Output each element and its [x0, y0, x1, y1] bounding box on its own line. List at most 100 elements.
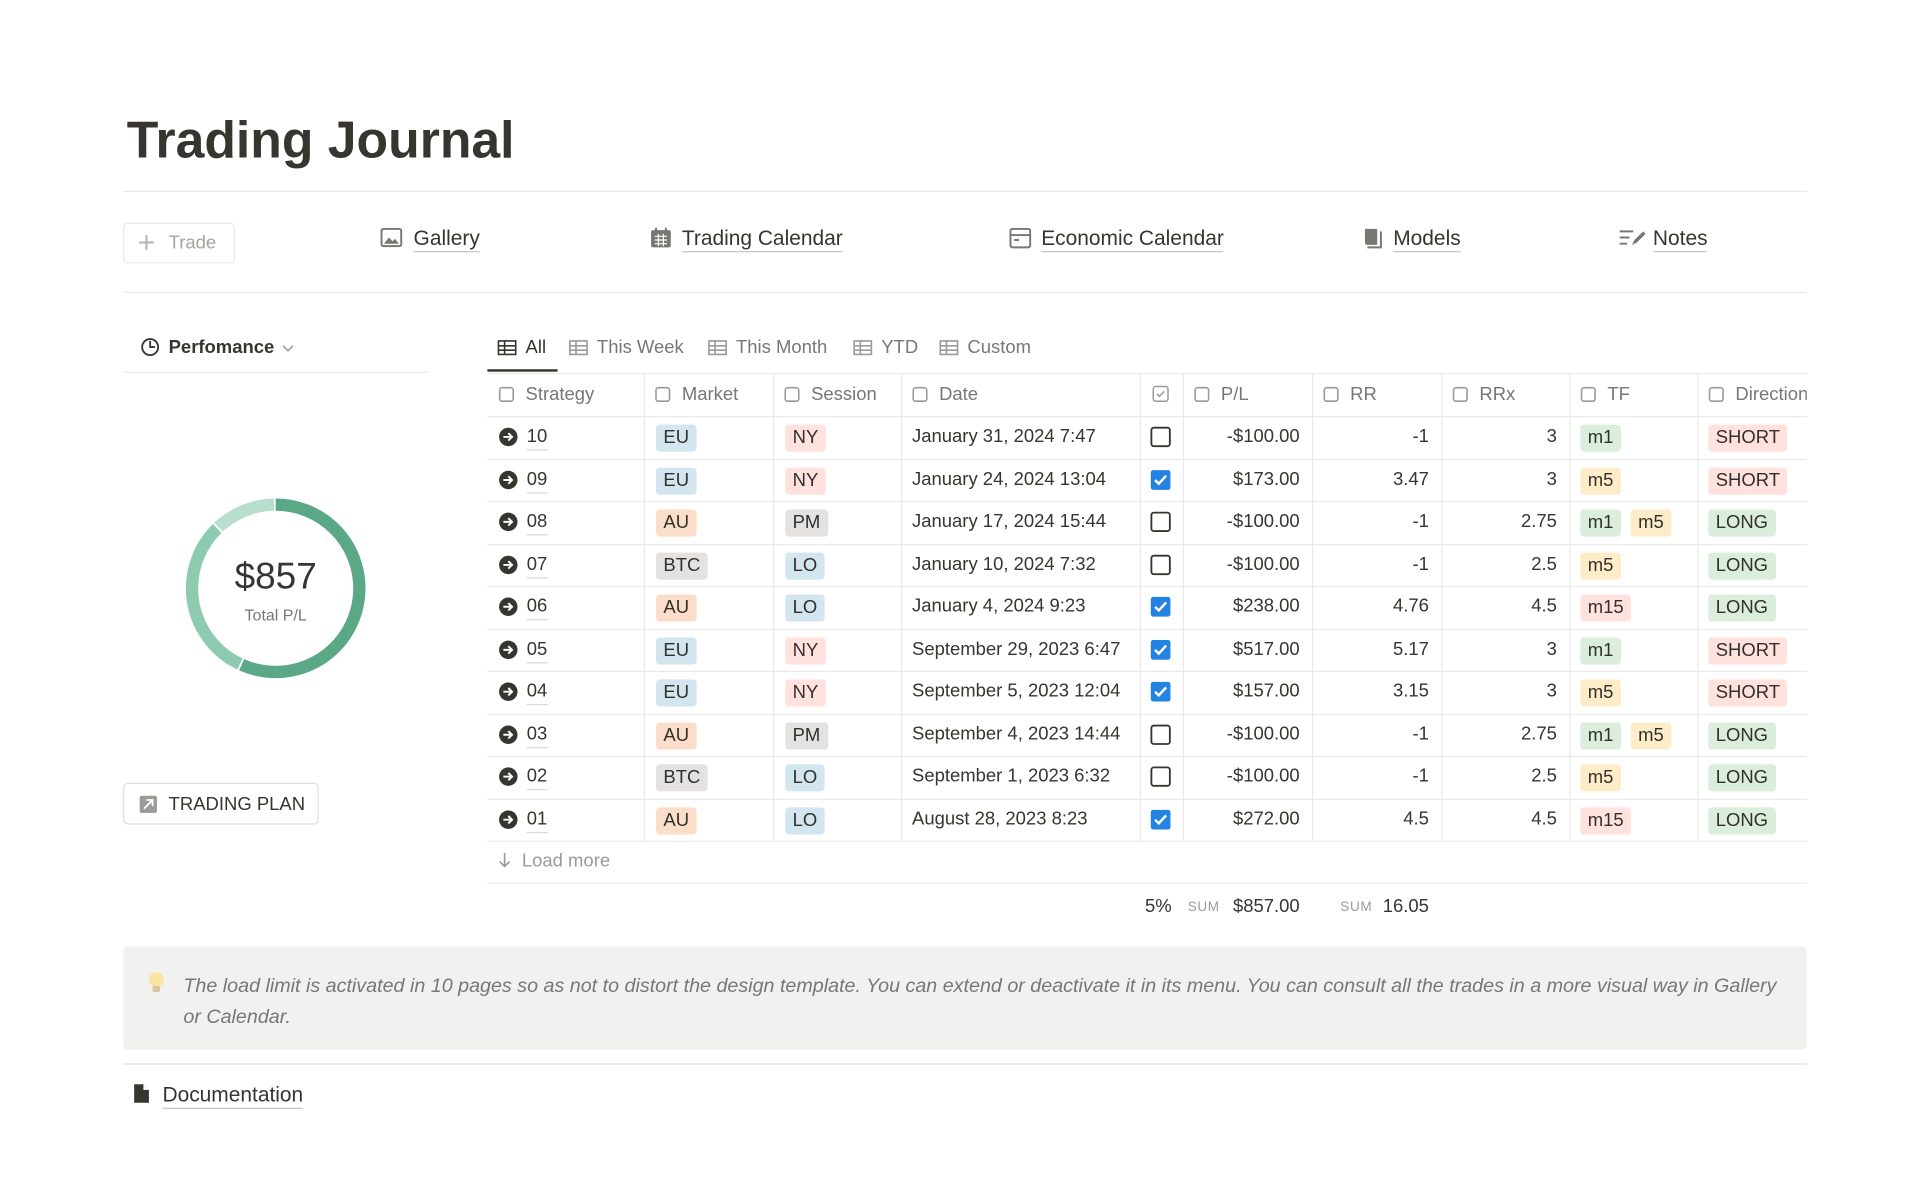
load-more[interactable]: Load more: [521, 850, 611, 872]
tag: m15: [1580, 806, 1631, 834]
icon-shape: [1323, 386, 1339, 403]
checkbox-tick: [1154, 813, 1168, 825]
checkbox: [1150, 639, 1171, 660]
nav-link[interactable]: Gallery: [413, 226, 480, 253]
row-divider: [487, 543, 1807, 545]
open-icon: [499, 597, 518, 616]
open-icon: [499, 427, 518, 447]
column-header[interactable]: P/L: [1220, 383, 1249, 405]
rr: 4.5: [1403, 807, 1429, 829]
open-icon: [499, 639, 518, 659]
pl: -$100.00: [1226, 723, 1300, 744]
column-divider: [1182, 372, 1184, 841]
tag: LO: [785, 806, 825, 834]
column-header[interactable]: RR: [1350, 383, 1377, 405]
active-tab-underline: [487, 369, 558, 372]
checkbox-box: [1150, 426, 1171, 448]
tag: SHORT: [1708, 636, 1788, 664]
strategy[interactable]: 09: [526, 467, 548, 493]
strategy[interactable]: 02: [526, 764, 548, 791]
strategy[interactable]: 01: [526, 807, 548, 833]
rrx: 2.5: [1531, 765, 1557, 787]
checkbox: [1150, 426, 1171, 448]
tag: LO: [785, 764, 825, 792]
tag: AU: [655, 594, 697, 622]
arrow-down-icon: [499, 852, 511, 868]
rrx: 3: [1546, 680, 1557, 702]
column-header[interactable]: RRx: [1479, 383, 1516, 405]
view-tab[interactable]: This Week: [596, 337, 684, 359]
row-divider: [487, 458, 1807, 460]
view-tab[interactable]: All: [525, 337, 547, 359]
open-icon: [499, 512, 518, 532]
tag: m5: [1580, 764, 1621, 792]
icon-shape: [1156, 390, 1165, 398]
strategy[interactable]: 08: [526, 510, 548, 536]
tag: m5: [1580, 467, 1621, 495]
column-header[interactable]: Strategy: [525, 383, 595, 405]
tag: SHORT: [1708, 424, 1788, 452]
icon-shape: [503, 772, 514, 782]
strategy[interactable]: 06: [526, 594, 548, 621]
column-divider: [1139, 372, 1141, 841]
rr: 5.17: [1392, 638, 1429, 660]
documentation-link[interactable]: Documentation: [162, 1083, 304, 1109]
strategy[interactable]: 10: [526, 425, 548, 451]
tag: SHORT: [1708, 679, 1788, 707]
icon-shape: [655, 386, 671, 403]
column-header[interactable]: TF: [1607, 383, 1630, 405]
header-clip: Strategy Market Session Date P/L RR RRx TF Direc…: [487, 373, 1807, 416]
pl: $238.00: [1232, 595, 1300, 617]
donut-chart: [185, 498, 366, 679]
checkbox: [1150, 809, 1171, 829]
tag: m1: [1580, 424, 1621, 452]
tag: LONG: [1708, 551, 1776, 580]
table-icon: [708, 340, 727, 356]
icon-shape: [503, 814, 514, 824]
calendar-icon: [1009, 227, 1032, 249]
nav-link[interactable]: Notes: [1652, 226, 1708, 253]
date: January 24, 2024 13:04: [911, 468, 1106, 490]
rrx: 4.5: [1531, 807, 1557, 829]
nav-link[interactable]: Economic Calendar: [1041, 226, 1224, 253]
divider: [123, 291, 1807, 293]
calendar-icon: [651, 227, 671, 248]
view-name[interactable]: Perfomance: [168, 337, 275, 359]
icon-shape: [503, 644, 514, 654]
icon-shape: [503, 687, 514, 697]
checkbox: [1150, 596, 1171, 617]
row-divider: [487, 628, 1807, 630]
strategy[interactable]: 05: [526, 637, 548, 663]
nav-link[interactable]: Trading Calendar: [681, 226, 843, 253]
icon-shape: [503, 602, 514, 612]
tag: m1: [1580, 509, 1621, 537]
open-icon: [499, 767, 518, 786]
strategy[interactable]: 07: [526, 552, 548, 578]
tag: m1: [1580, 721, 1621, 749]
new-trade-button[interactable]: Trade: [123, 222, 236, 264]
rr: -1: [1412, 510, 1429, 532]
tag: EU: [655, 679, 697, 707]
icon-shape: [1708, 386, 1724, 403]
icon-shape: [1194, 386, 1210, 403]
column-header[interactable]: Session: [811, 383, 877, 405]
view-tab[interactable]: YTD: [881, 337, 919, 359]
tag: LONG: [1708, 594, 1776, 622]
rrx: 2.75: [1520, 723, 1557, 744]
view-tab[interactable]: This Month: [735, 337, 828, 359]
nav-link[interactable]: Models: [1393, 226, 1461, 253]
view-tab[interactable]: Custom: [967, 337, 1031, 359]
table-border: [487, 415, 1807, 418]
strategy[interactable]: 04: [526, 679, 548, 706]
tag: AU: [655, 509, 697, 537]
strategy[interactable]: 03: [526, 722, 548, 748]
column-header[interactable]: Date: [939, 383, 979, 405]
trading-plan-button[interactable]: TRADING PLAN: [123, 782, 319, 825]
icon-shape: [503, 517, 514, 527]
column-header[interactable]: Direction: [1735, 383, 1807, 405]
pl: -$100.00: [1226, 510, 1300, 532]
checkbox: [1150, 511, 1171, 532]
tag: m5: [1630, 721, 1672, 749]
column-header[interactable]: Market: [681, 383, 739, 405]
